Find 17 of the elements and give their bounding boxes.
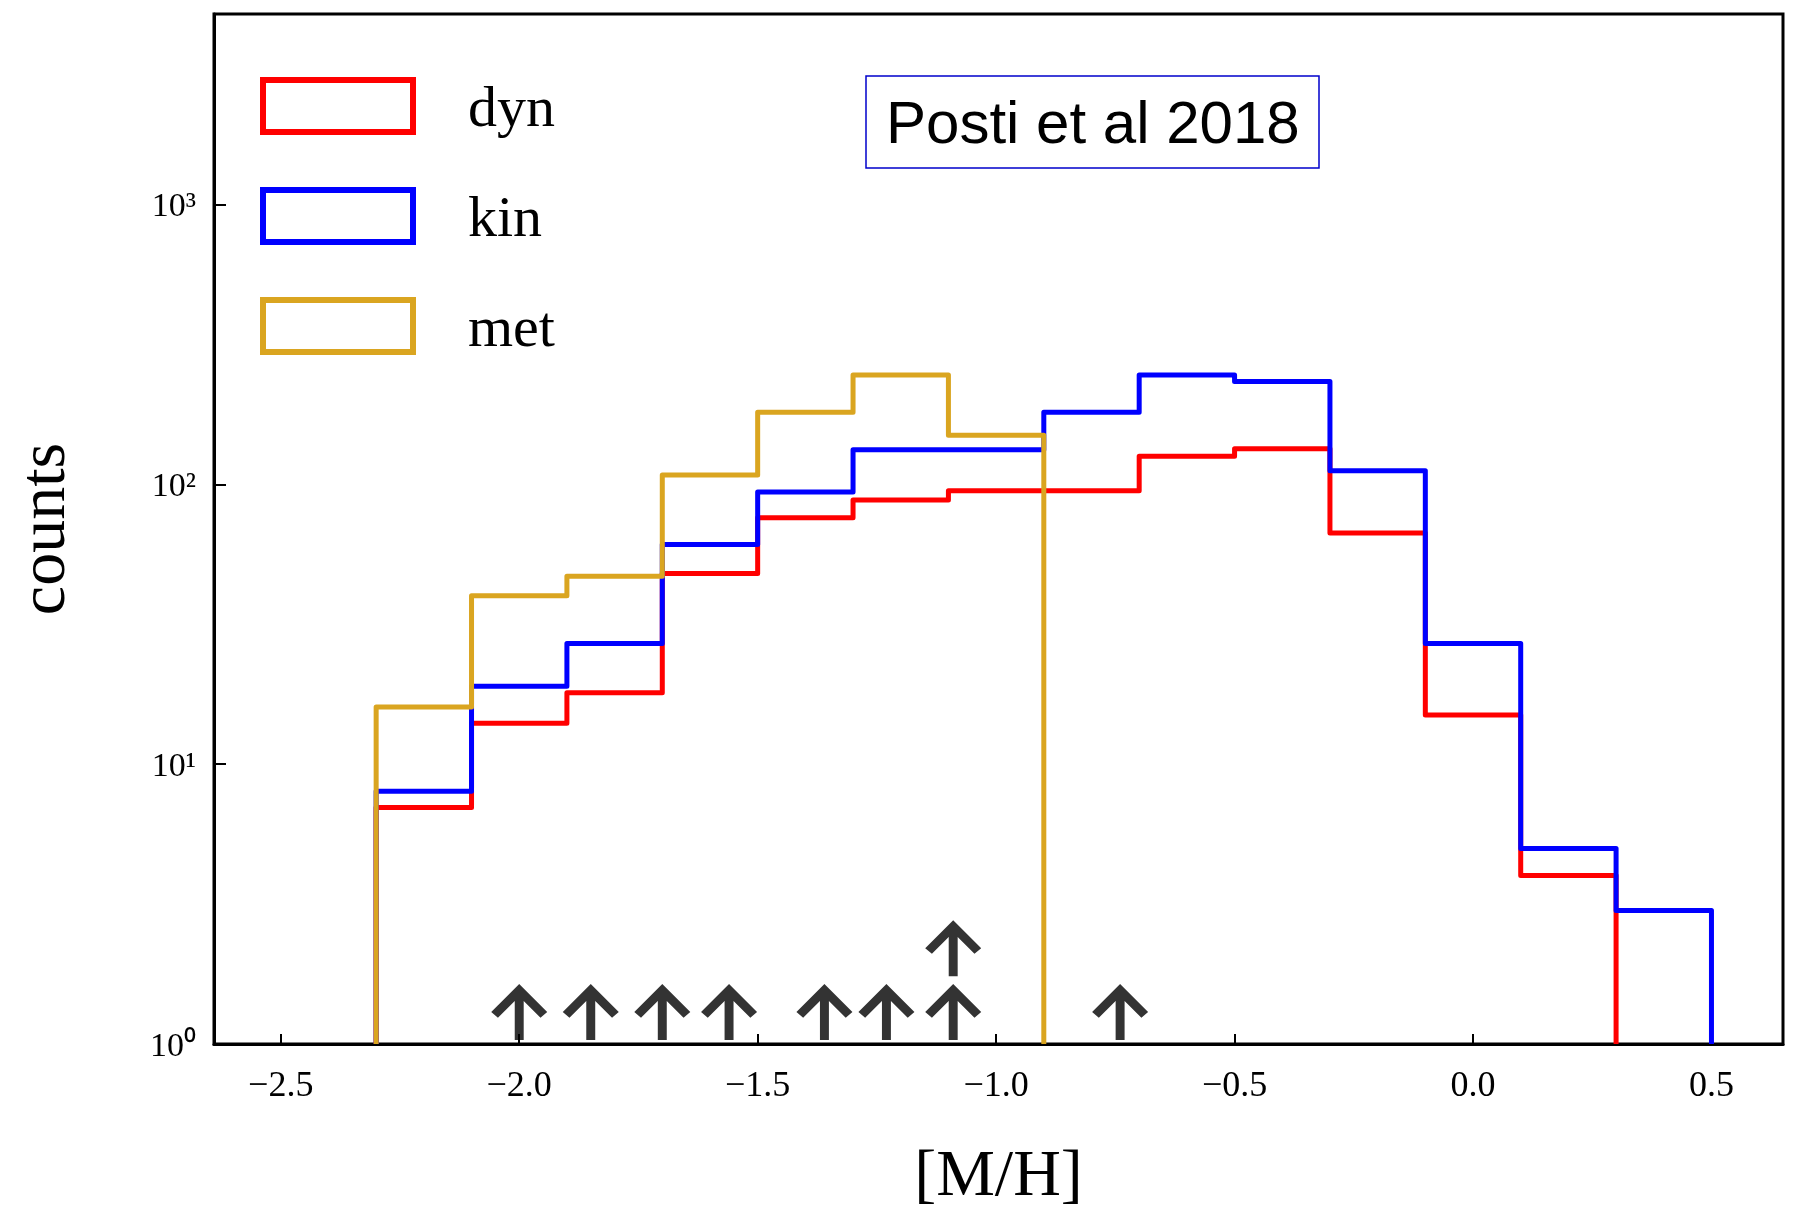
y-tick-label: 10⁰ [150,1025,196,1063]
x-tick-label: 0.0 [1450,1064,1496,1104]
x-tick-label: −1.0 [963,1064,1029,1104]
x-tick-label: −2.0 [486,1064,552,1104]
y-axis-title: counts [4,442,78,616]
x-tick-label: −2.5 [248,1064,314,1104]
y-tick-label: 10² [151,465,196,503]
annotation: Posti et al 2018 [886,88,1300,156]
legend-label: dyn [468,73,555,139]
legend-label: kin [468,183,543,249]
y-tick-label: 10³ [151,186,196,224]
x-tick-label: −0.5 [1201,1064,1268,1104]
x-tick-label: −1.5 [725,1064,791,1104]
legend-label: met [468,293,555,359]
x-tick-label: 0.5 [1688,1064,1734,1104]
x-axis-title: [M/H] [914,1135,1083,1209]
y-tick-label: 10¹ [151,745,196,783]
